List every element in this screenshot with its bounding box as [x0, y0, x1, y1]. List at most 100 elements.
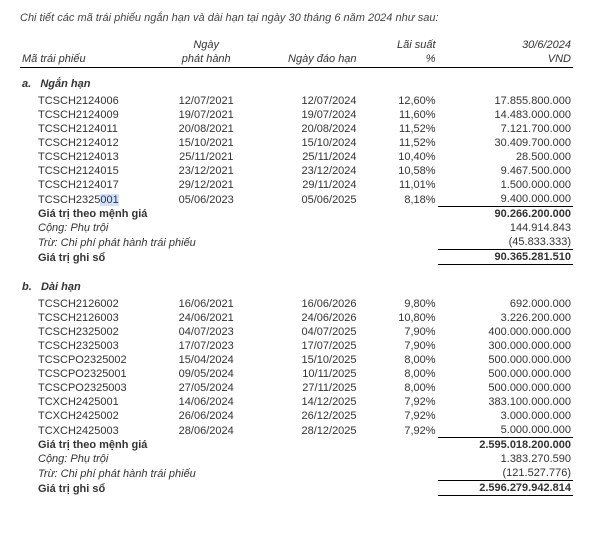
interest-rate: 9,80%: [359, 297, 438, 311]
issue-date: 19/07/2021: [155, 108, 257, 122]
issue-date: 26/06/2024: [155, 409, 257, 423]
amount: 9.400.000.000: [438, 192, 573, 207]
bond-code: TCSCH2124017: [20, 178, 155, 192]
issue-date: 23/12/2021: [155, 164, 257, 178]
h-code: [20, 38, 155, 52]
intro-text: Chi tiết các mã trái phiếu ngắn hạn và d…: [20, 12, 573, 24]
section-title: b. Dài hạn: [20, 271, 573, 297]
maturity-date: 27/11/2025: [257, 381, 359, 395]
h-issue-2: phát hành: [155, 52, 257, 68]
issue-date: 17/07/2023: [155, 339, 257, 353]
summary-row: Giá trị ghi sổ90.365.281.510: [20, 250, 573, 265]
maturity-date: 29/11/2024: [257, 178, 359, 192]
bond-code: TCSCH2124011: [20, 122, 155, 136]
table-row: TCSCH212401215/10/202115/10/202411,52%30…: [20, 136, 573, 150]
summary-amount: 90.266.200.000: [438, 207, 573, 222]
issue-date: 20/08/2021: [155, 122, 257, 136]
maturity-date: 24/06/2026: [257, 311, 359, 325]
table-row: TCSCH212401729/12/202129/11/202411,01%1.…: [20, 178, 573, 192]
interest-rate: 11,52%: [359, 136, 438, 150]
bond-code: TCSCH2124013: [20, 150, 155, 164]
bond-code: TCSCH2124006: [20, 94, 155, 108]
issue-date: 29/12/2021: [155, 178, 257, 192]
maturity-date: 15/10/2025: [257, 353, 359, 367]
maturity-date: 16/06/2026: [257, 297, 359, 311]
bond-code: TCSCPO2325003: [20, 381, 155, 395]
amount: 500.000.000.000: [438, 353, 573, 367]
summary-row: Trừ: Chi phí phát hành trái phiếu(45.833…: [20, 235, 573, 250]
table-row: TCSCH212401325/11/202125/11/202410,40%28…: [20, 150, 573, 164]
summary-label: Giá trị ghi sổ: [20, 250, 438, 265]
issue-date: 04/07/2023: [155, 325, 257, 339]
interest-rate: 10,40%: [359, 150, 438, 164]
bond-code: TCXCH2425002: [20, 409, 155, 423]
bond-code: TCSCH2126002: [20, 297, 155, 311]
h-maturity-blank: [257, 38, 359, 52]
amount: 300.000.000.000: [438, 339, 573, 353]
summary-row: Giá trị ghi sổ2.596.279.942.814: [20, 481, 573, 496]
interest-rate: 7,92%: [359, 423, 438, 438]
table-row: TCSCH232500317/07/202317/07/20257,90%300…: [20, 339, 573, 353]
table-row: TCSCPO232500215/04/202415/10/20258,00%50…: [20, 353, 573, 367]
h-date: 30/6/2024: [438, 38, 573, 52]
amount: 3.000.000.000: [438, 409, 573, 423]
table-row: TCSCPO232500327/05/202427/11/20258,00%50…: [20, 381, 573, 395]
summary-amount: 2.596.279.942.814: [438, 481, 573, 496]
section-name: Dài hạn: [41, 281, 81, 293]
summary-amount: 1.383.270.590: [438, 452, 573, 466]
issue-date: 12/07/2021: [155, 94, 257, 108]
amount: 7.121.700.000: [438, 122, 573, 136]
amount: 383.100.000.000: [438, 395, 573, 409]
issue-date: 14/06/2024: [155, 395, 257, 409]
maturity-date: 23/12/2024: [257, 164, 359, 178]
maturity-date: 10/11/2025: [257, 367, 359, 381]
issue-date: 28/06/2024: [155, 423, 257, 438]
bond-code: TCSCH2124012: [20, 136, 155, 150]
amount: 692.000.000: [438, 297, 573, 311]
maturity-date: 25/11/2024: [257, 150, 359, 164]
bond-code: TCSCH2325001: [20, 192, 155, 207]
table-row: TCSCH212600216/06/202116/06/20269,80%692…: [20, 297, 573, 311]
interest-rate: 10,80%: [359, 311, 438, 325]
bond-code: TCSCH2325002: [20, 325, 155, 339]
maturity-date: 14/12/2025: [257, 395, 359, 409]
table-row: TCXCH242500226/06/202426/12/20257,92%3.0…: [20, 409, 573, 423]
summary-label: Trừ: Chi phí phát hành trái phiếu: [20, 466, 438, 481]
table-row: TCSCH212400919/07/202119/07/202411,60%14…: [20, 108, 573, 122]
bond-table: Ngày Lãi suất 30/6/2024 Mã trái phiếu ph…: [20, 38, 573, 496]
h-currency: VND: [438, 52, 573, 68]
summary-amount: 90.365.281.510: [438, 250, 573, 265]
interest-rate: 8,18%: [359, 192, 438, 207]
summary-amount: (45.833.333): [438, 235, 573, 250]
amount: 3.226.200.000: [438, 311, 573, 325]
interest-rate: 8,00%: [359, 381, 438, 395]
table-row: TCSCPO232500109/05/202410/11/20258,00%50…: [20, 367, 573, 381]
maturity-date: 05/06/2025: [257, 192, 359, 207]
maturity-date: 26/12/2025: [257, 409, 359, 423]
issue-date: 15/10/2021: [155, 136, 257, 150]
maturity-date: 17/07/2025: [257, 339, 359, 353]
summary-row: Cộng: Phụ trội1.383.270.590: [20, 452, 573, 466]
interest-rate: 7,92%: [359, 395, 438, 409]
issue-date: 25/11/2021: [155, 150, 257, 164]
issue-date: 15/04/2024: [155, 353, 257, 367]
issue-date: 05/06/2023: [155, 192, 257, 207]
section-name: Ngắn hạn: [40, 78, 90, 90]
table-row: TCSCH232500105/06/202305/06/20258,18%9.4…: [20, 192, 573, 207]
summary-label: Giá trị theo mệnh giá: [20, 207, 438, 222]
amount: 400.000.000.000: [438, 325, 573, 339]
amount: 1.500.000.000: [438, 178, 573, 192]
section-letter: b.: [22, 281, 41, 293]
maturity-date: 20/08/2024: [257, 122, 359, 136]
interest-rate: 7,90%: [359, 325, 438, 339]
summary-label: Trừ: Chi phí phát hành trái phiếu: [20, 235, 438, 250]
table-row: TCXCH242500328/06/202428/12/20257,92%5.0…: [20, 423, 573, 438]
maturity-date: 04/07/2025: [257, 325, 359, 339]
amount: 500.000.000.000: [438, 381, 573, 395]
interest-rate: 11,01%: [359, 178, 438, 192]
issue-date: 09/05/2024: [155, 367, 257, 381]
interest-rate: 12,60%: [359, 94, 438, 108]
summary-row: Cộng: Phụ trội144.914.843: [20, 221, 573, 235]
table-row: TCSCH212401120/08/202120/08/202411,52%7.…: [20, 122, 573, 136]
bond-code: TCXCH2425003: [20, 423, 155, 438]
